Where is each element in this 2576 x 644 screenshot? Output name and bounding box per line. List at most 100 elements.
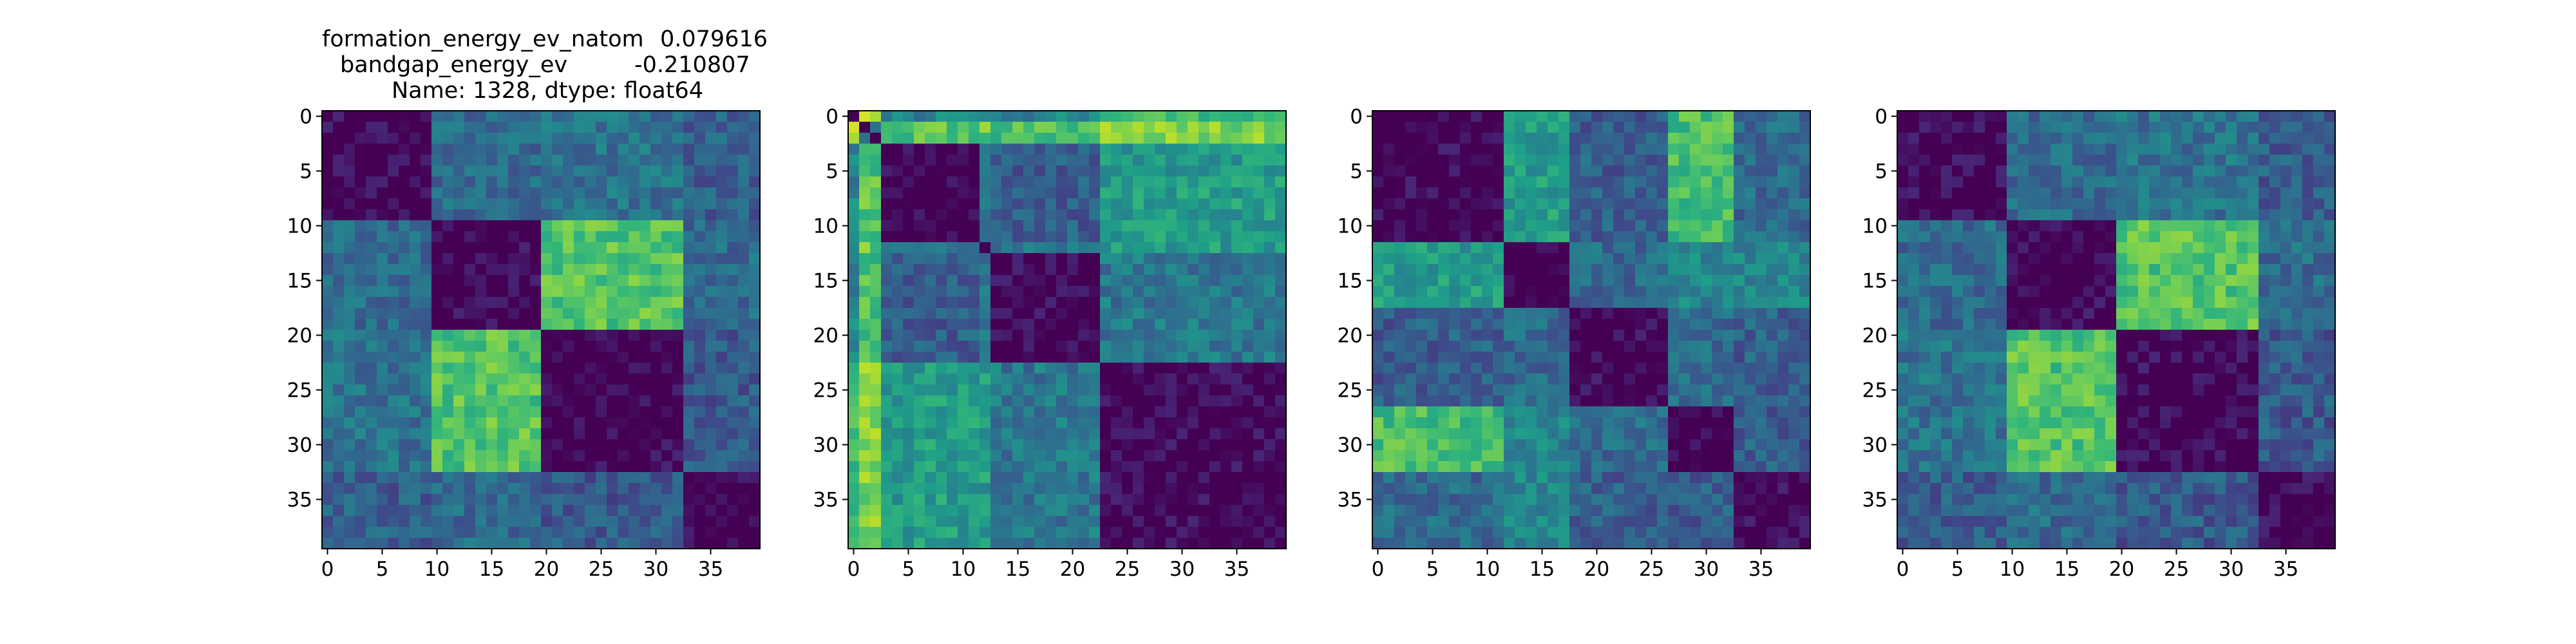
heatmap-cell [377,330,388,341]
heatmap-cell [683,363,695,374]
heatmap-cell [650,275,662,287]
heatmap-cell [2313,111,2325,122]
heatmap-cell [410,417,421,429]
heatmap-cell [1045,428,1057,440]
heatmap-cell [1111,286,1122,298]
heatmap-cell [1657,341,1669,352]
heatmap-cell [639,264,651,276]
heatmap-cell [1624,242,1636,254]
heatmap-cell [1001,505,1013,516]
heatmap-cell [1657,516,1669,527]
heatmap-cell [1799,297,1811,308]
heatmap-cell [1624,363,1636,374]
heatmap-cell [1177,319,1188,330]
heatmap-cell [705,538,717,549]
heatmap-cell [1690,275,1701,287]
heatmap-cell [1537,505,1548,516]
heatmap-cell [650,111,662,122]
heatmap-cell [629,286,640,298]
heatmap-cell [650,406,662,418]
heatmap-cell [2105,122,2117,133]
heatmap-cell [464,395,476,407]
x-tick-label: 15 [479,558,504,581]
heatmap-cell [1788,516,1800,527]
heatmap-cell [1242,242,1254,254]
heatmap-cell [738,253,750,265]
heatmap-cell [969,176,980,188]
heatmap-cell [366,527,377,538]
heatmap-cell [1504,187,1515,199]
heatmap-cell [1045,494,1057,506]
heatmap-cell [1591,111,1603,122]
heatmap-cell [1188,428,1199,440]
heatmap-cell [1504,494,1515,506]
heatmap-cell [453,461,465,473]
heatmap-cell [1372,176,1384,188]
heatmap-cell [1438,395,1450,407]
heatmap-cell [519,122,531,133]
heatmap-cell [727,187,739,199]
heatmap-cell [1100,450,1112,462]
heatmap-cell [399,374,410,385]
heatmap-cell [530,231,542,243]
heatmap-cell [497,144,509,155]
heatmap-cell [672,220,684,232]
heatmap-cell [1580,472,1592,484]
heatmap-cell [1056,187,1068,199]
heatmap-cell [859,166,871,177]
heatmap-cell [870,516,882,527]
heatmap-cell [1056,286,1068,298]
heatmap-cell [1646,439,1658,451]
heatmap-cell [1034,363,1046,374]
heatmap-cell [585,417,596,429]
heatmap-cell [1001,428,1013,440]
heatmap-cell [1394,308,1406,319]
heatmap-cell [727,155,739,166]
heatmap-cell [1155,264,1166,276]
heatmap-cell [738,417,750,429]
heatmap-cell [453,319,465,330]
heatmap-cell [410,319,421,330]
heatmap-cell [1045,352,1057,363]
heatmap-cell [881,308,893,319]
heatmap-cell [1253,516,1265,527]
heatmap-cell [661,198,673,210]
heatmap-cell [1155,253,1166,265]
heatmap-cell [650,253,662,265]
heatmap-cell [486,111,498,122]
heatmap-cell [596,275,607,287]
heatmap-cell [530,505,542,516]
heatmap-cell [1460,417,1472,429]
heatmap-cell [1548,231,1559,243]
heatmap-cell [1177,286,1188,298]
heatmap-cell [464,439,476,451]
heatmap-cell [1712,472,1723,484]
heatmap-cell [1405,505,1417,516]
heatmap-cell [1471,352,1482,363]
heatmap-cell [629,341,640,352]
heatmap-cell [1275,439,1287,451]
heatmap-cell [1133,384,1144,396]
heatmap-cell [914,472,925,484]
heatmap-cell [1416,198,1428,210]
heatmap-cell [1723,527,1734,538]
heatmap-cell [1482,374,1493,385]
heatmap-cell [1416,505,1428,516]
heatmap-cell [497,483,509,495]
heatmap-cell [936,297,947,308]
heatmap-cell [1372,341,1384,352]
heatmap-cell [2160,122,2172,133]
heatmap-cell [1657,374,1669,385]
heatmap-cell [1788,439,1800,451]
heatmap-cell [672,450,684,462]
heatmap-cell [563,439,574,451]
heatmap-cell [925,406,936,418]
heatmap-cell [881,242,893,254]
heatmap-cell [1209,155,1221,166]
heatmap-cell [859,352,871,363]
heatmap-cell [1144,111,1155,122]
heatmap-cell [519,483,531,495]
heatmap-cell [903,133,914,144]
heatmap-cell [1537,374,1548,385]
heatmap-cell [1416,374,1428,385]
